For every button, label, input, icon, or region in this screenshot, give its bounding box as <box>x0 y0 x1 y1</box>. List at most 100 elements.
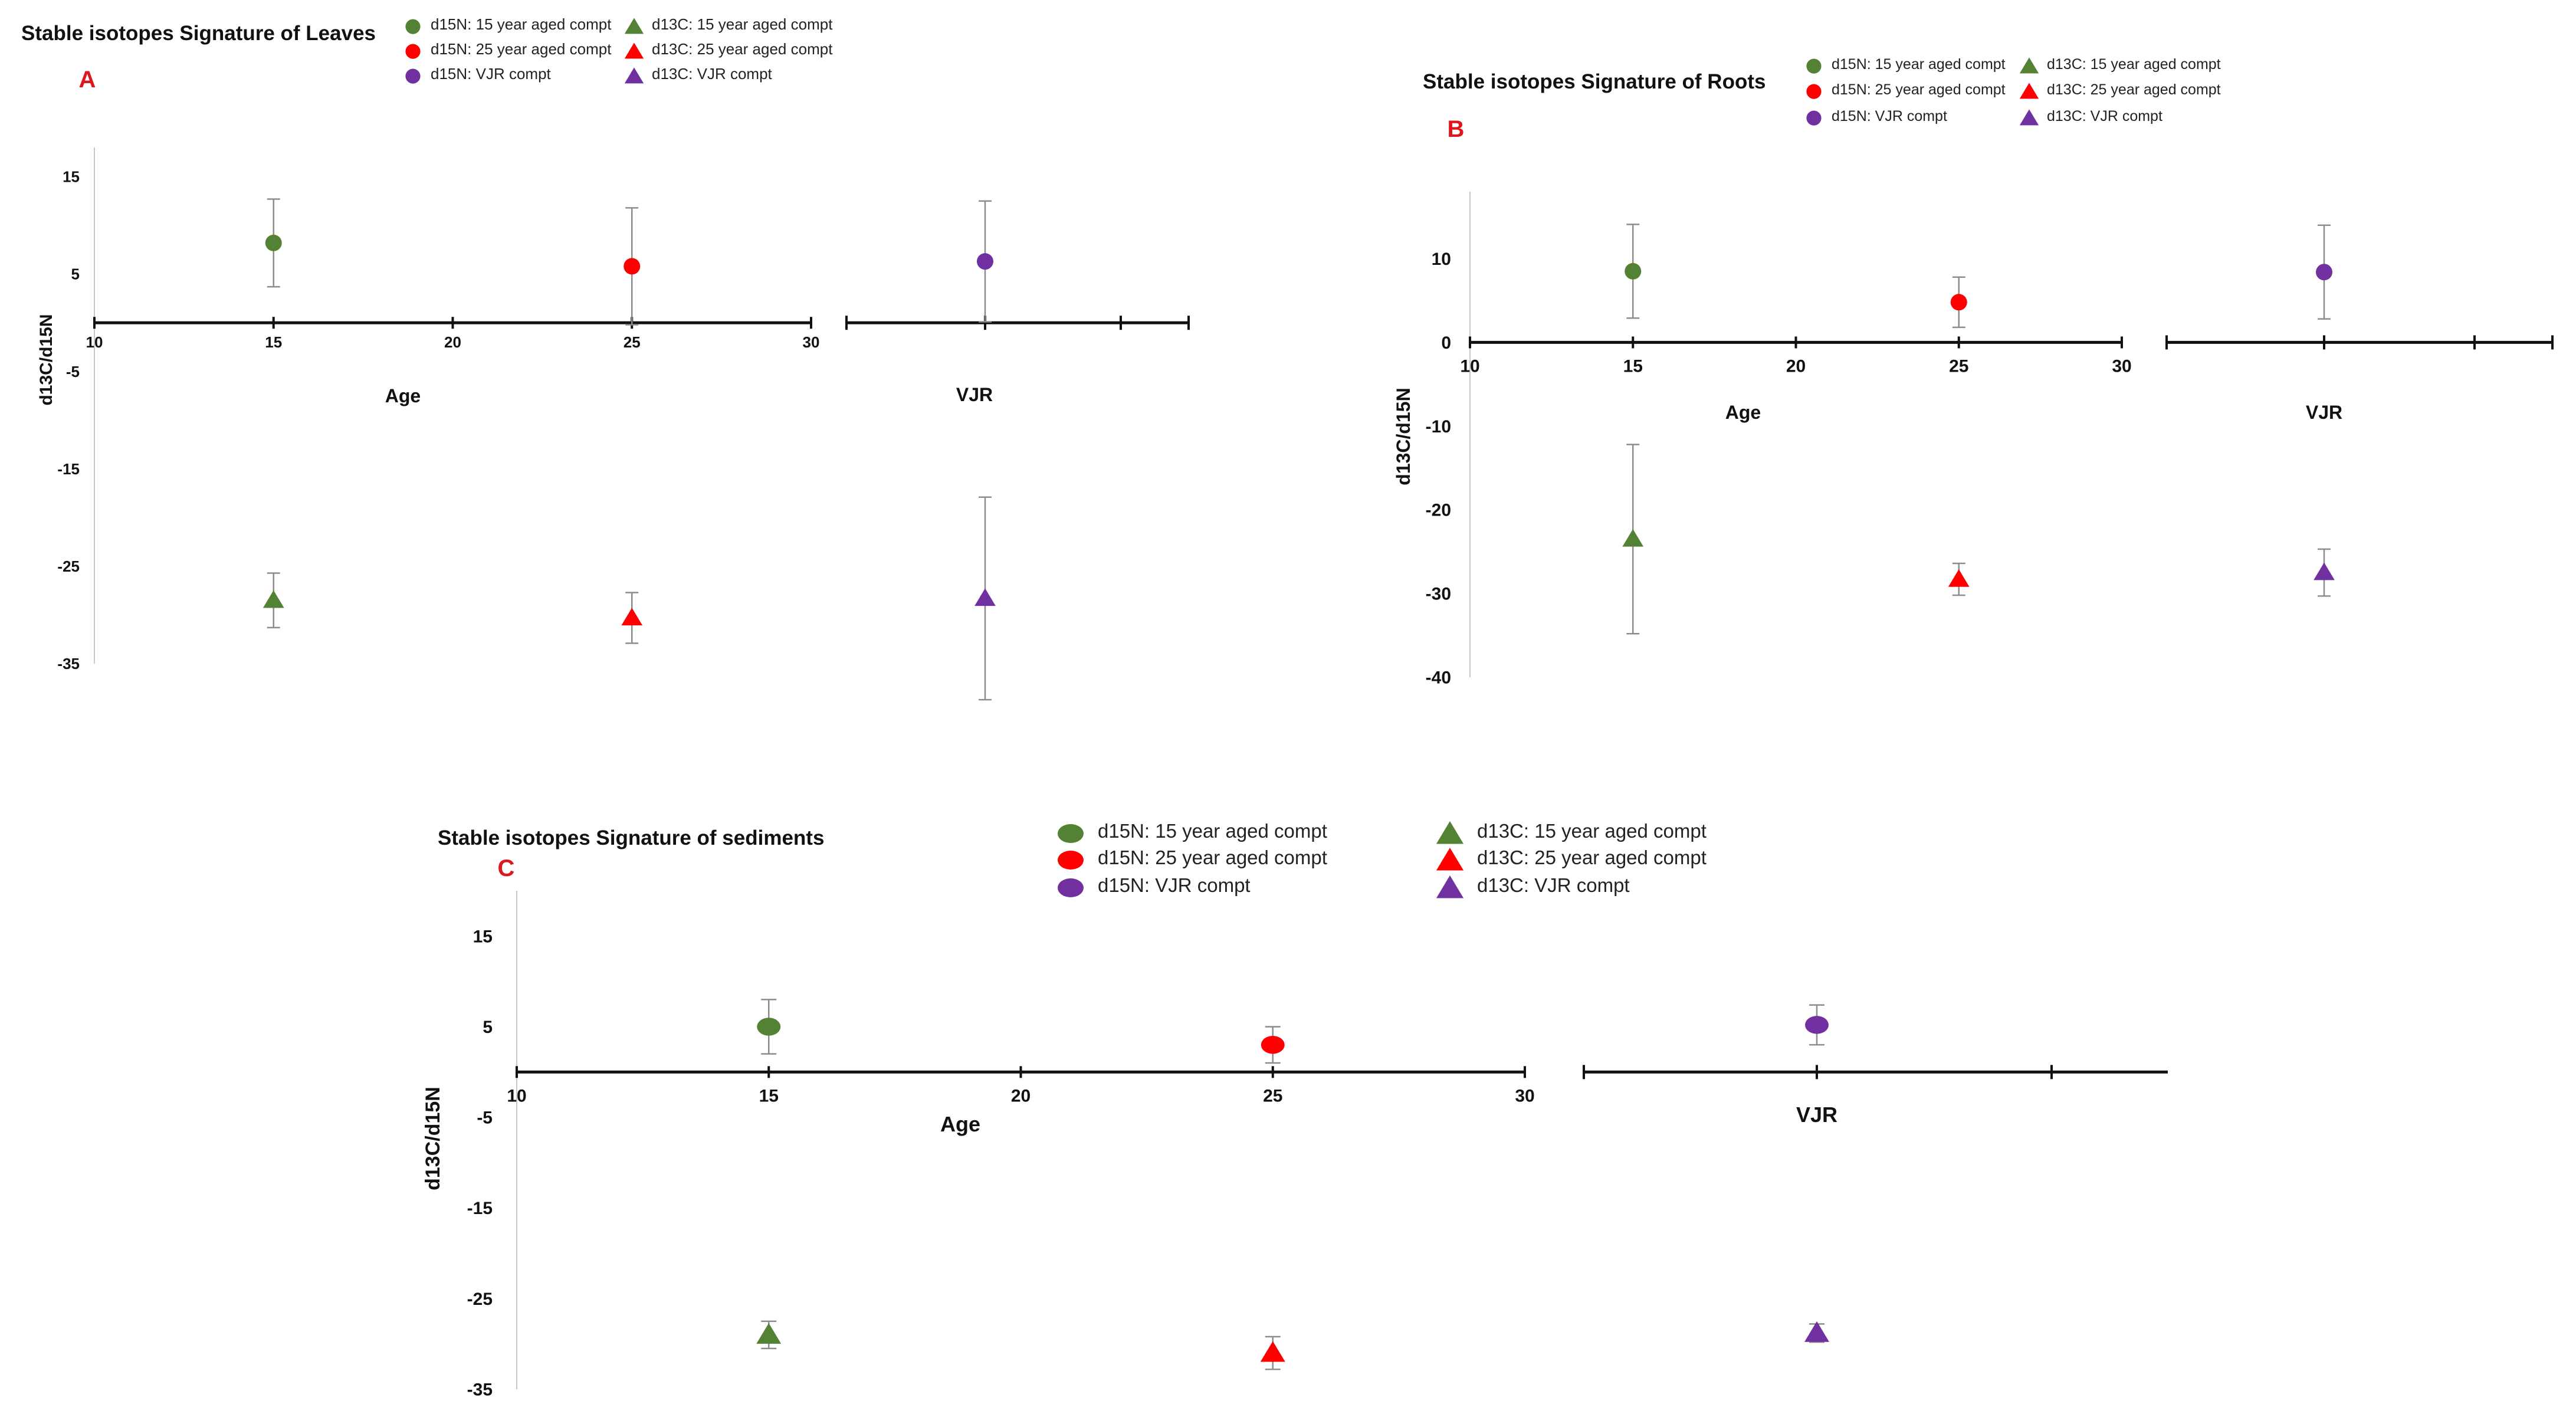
x-tick-label: 20 <box>1786 356 1806 376</box>
legend-marker-triangle <box>2019 83 2039 99</box>
legend-marker-ellipse <box>1058 878 1084 897</box>
legend-label: d13C: VJR compt <box>652 65 773 83</box>
legend-label: d15N: 15 year aged compt <box>1098 820 1327 842</box>
legend-label: d13C: 25 year aged compt <box>652 40 833 58</box>
legend-marker-triangle <box>1436 875 1464 898</box>
y-tick-label: 10 <box>1432 250 1451 269</box>
data-point-d13c-15 <box>262 590 284 608</box>
y-tick-label: -5 <box>477 1108 493 1128</box>
y-tick-label: 15 <box>63 168 80 186</box>
x-tick-label: 15 <box>1623 356 1643 376</box>
legend-label: d15N: VJR compt <box>1832 108 1947 124</box>
legend-marker-triangle <box>2019 57 2039 74</box>
x-tick-label: 20 <box>444 333 461 351</box>
data-point-d15n-vjr <box>977 253 993 270</box>
legend-entry: d15N: 15 year aged compt <box>405 15 612 34</box>
panel-b: Stable isotopes Signature of Roots B 10 0 -1… <box>1393 56 2554 688</box>
legend-marker-circle <box>1806 110 1822 126</box>
y-tick-label: -15 <box>57 460 80 478</box>
data-point-d13c-25 <box>621 608 643 626</box>
data-point-d13c-15 <box>756 1323 782 1344</box>
legend-entry: d13C: 15 year aged compt <box>1436 820 1707 844</box>
y-tick-label: -5 <box>66 363 80 380</box>
legend-entry: d13C: VJR compt <box>624 65 773 84</box>
x-tick-label: 20 <box>1011 1086 1031 1105</box>
x-tick-label: 25 <box>1949 356 1968 376</box>
x-axis-label-age: Age <box>385 385 421 406</box>
legend-label: d13C: 15 year aged compt <box>2047 56 2221 73</box>
legend-label: d15N: 25 year aged compt <box>1098 847 1327 868</box>
legend-entry: d15N: VJR compt <box>1058 874 1251 897</box>
legend-label: d13C: 25 year aged compt <box>1477 847 1707 868</box>
legend-entry: d15N: 25 year aged compt <box>405 40 612 59</box>
legend-entry: d13C: 25 year aged compt <box>1436 847 1707 871</box>
legend-marker-circle <box>405 44 421 59</box>
legend-label: d13C: 25 year aged compt <box>2047 81 2221 98</box>
legend-entry: d13C: 25 year aged compt <box>2019 81 2221 99</box>
y-tick-label: -15 <box>467 1199 493 1218</box>
y-tick-label: -35 <box>57 655 80 673</box>
y-tick-label: -10 <box>1426 417 1451 437</box>
legend-label: d15N: VJR compt <box>1098 874 1251 896</box>
x-tick-label: 25 <box>1263 1086 1282 1105</box>
y-tick-label: 5 <box>71 265 80 283</box>
x-axis-label-age: Age <box>940 1112 980 1136</box>
y-tick-label: 5 <box>483 1018 493 1037</box>
y-axis-label: d13C/d15N <box>37 314 56 405</box>
legend-entry: d13C: 15 year aged compt <box>2019 56 2221 74</box>
legend-marker-triangle <box>1436 848 1464 871</box>
y-tick-label: -20 <box>1426 501 1451 520</box>
legend-marker-circle <box>1806 84 1822 99</box>
data-point-d15n-vjr <box>1805 1016 1829 1034</box>
x-tick-label: 30 <box>2112 356 2131 376</box>
data-point-d15n-25 <box>1950 294 1967 311</box>
x-tick-label: 30 <box>803 333 820 351</box>
x-tick-label: 15 <box>265 333 282 351</box>
legend-marker-circle <box>405 68 421 84</box>
x-axis-label-vjr: VJR <box>956 384 993 405</box>
legend-marker-ellipse <box>1058 824 1084 843</box>
x-axis-label-vjr: VJR <box>1796 1103 1837 1127</box>
panel-c: Stable isotopes Signature of sediments C 1… <box>422 820 2168 1400</box>
legend-label: d15N: 25 year aged compt <box>1832 81 2006 98</box>
legend-marker-triangle <box>624 42 644 59</box>
legend-marker-triangle <box>2019 109 2039 126</box>
chart-title: Stable isotopes Signature of sediments <box>438 826 824 849</box>
data-point-d13c-15 <box>1622 529 1644 547</box>
legend-entry: d15N: 25 year aged compt <box>1806 81 2006 99</box>
y-tick-label: 15 <box>473 927 493 946</box>
y-tick-label: -40 <box>1426 668 1451 688</box>
legend-entry: d15N: 25 year aged compt <box>1058 847 1327 870</box>
y-tick-label: 0 <box>1441 333 1451 353</box>
legend-label: d13C: VJR compt <box>2047 108 2162 124</box>
legend-entry: d15N: 15 year aged compt <box>1058 820 1327 843</box>
data-point-d13c-25 <box>1260 1341 1285 1362</box>
data-point-d15n-15 <box>757 1018 781 1036</box>
legend-marker-circle <box>1806 58 1822 74</box>
legend-marker-ellipse <box>1058 851 1084 870</box>
data-point-d15n-15 <box>265 234 282 251</box>
legend-entry: d13C: 15 year aged compt <box>624 15 833 34</box>
x-tick-label: 10 <box>1460 356 1479 376</box>
legend-entry: d15N: 15 year aged compt <box>1806 56 2006 74</box>
legend-marker-triangle <box>624 18 644 34</box>
legend-entry: d13C: 25 year aged compt <box>624 40 833 59</box>
legend-label: d15N: VJR compt <box>431 65 552 83</box>
legend-label: d13C: 15 year aged compt <box>652 15 833 33</box>
data-point-d15n-25 <box>624 258 641 275</box>
panel-letter: A <box>79 67 96 93</box>
y-tick-label: -35 <box>467 1380 493 1400</box>
panel-letter: C <box>498 855 515 881</box>
legend-marker-triangle <box>624 67 644 84</box>
x-tick-label: 10 <box>507 1086 526 1105</box>
x-axis-label-age: Age <box>1725 402 1761 423</box>
legend-entry: d13C: VJR compt <box>1436 874 1630 898</box>
legend-entry: d15N: VJR compt <box>1806 108 1947 126</box>
panel-a: Stable isotopes Signature of Leaves A 15 5 -… <box>21 15 1190 701</box>
legend-entry: d13C: VJR compt <box>2019 108 2162 126</box>
y-tick-label: -25 <box>57 557 80 575</box>
y-axis-label: d13C/d15N <box>422 1087 444 1190</box>
x-tick-label: 25 <box>624 333 641 351</box>
legend-marker-circle <box>405 19 421 34</box>
